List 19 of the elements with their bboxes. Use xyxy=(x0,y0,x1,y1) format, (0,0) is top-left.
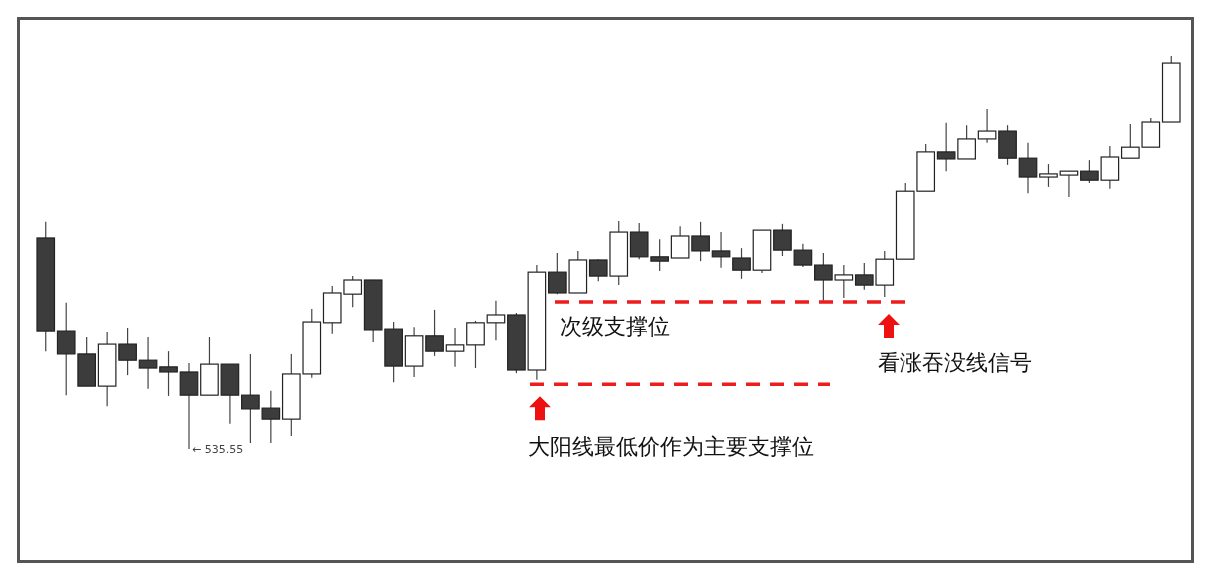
candlestick xyxy=(445,327,465,368)
candlestick xyxy=(793,243,813,268)
candlestick xyxy=(1018,142,1038,194)
annotation: 看涨吞没线信号 xyxy=(878,350,1032,376)
candlestick xyxy=(159,350,178,397)
candlestick xyxy=(179,362,199,450)
candlestick xyxy=(773,223,792,257)
candlestick xyxy=(711,231,731,269)
candlestick xyxy=(977,108,997,144)
candlestick xyxy=(486,300,506,341)
ref-line-label: 次级支撑位 xyxy=(560,314,670,340)
annotation: ← 535.55 xyxy=(191,443,244,456)
legend-label: 大阳线最低价作为主要支撑位 xyxy=(528,434,814,460)
candlestick xyxy=(466,320,485,369)
candlestick xyxy=(732,247,751,280)
candlestick xyxy=(425,309,444,357)
candlestick xyxy=(1059,170,1079,198)
candlestick xyxy=(138,336,158,390)
candlestick xyxy=(1039,163,1058,188)
